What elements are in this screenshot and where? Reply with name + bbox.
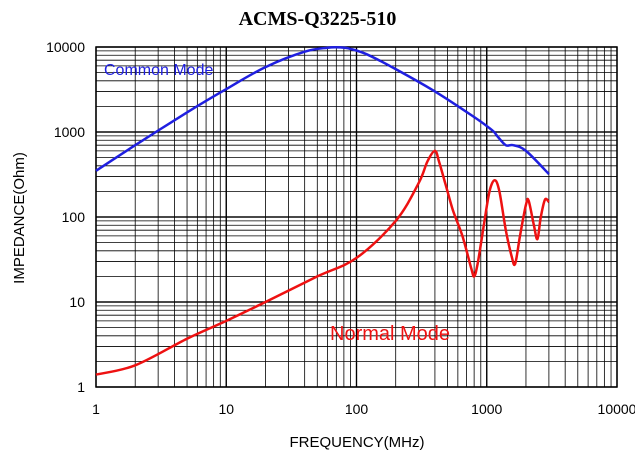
y-axis-label: IMPEDANCE(Ohm) xyxy=(11,152,28,284)
y-tick-label: 10000 xyxy=(46,39,85,55)
common-mode-label: Common Mode xyxy=(104,62,213,79)
y-tick-label: 1000 xyxy=(54,124,85,140)
x-axis-label: FREQUENCY(MHz) xyxy=(290,434,425,451)
series-labels: Common Mode Normal Mode xyxy=(104,62,450,345)
normal-mode-line xyxy=(95,149,550,376)
y-tick-label: 10 xyxy=(69,294,85,310)
y-tick-label: 1 xyxy=(77,379,85,395)
common-mode-line xyxy=(95,45,550,175)
y-tick-label: 100 xyxy=(62,209,86,225)
normal-mode-label: Normal Mode xyxy=(330,323,450,345)
chart-title: ACMS-Q3225-510 xyxy=(238,8,397,30)
plot-frame xyxy=(95,46,618,388)
x-tick-label: 1 xyxy=(92,401,100,417)
x-tick-label: 10000 xyxy=(598,401,635,417)
x-tick-label: 100 xyxy=(345,401,369,417)
y-tick-labels: 1 10 100 1000 10000 xyxy=(46,39,85,395)
series-lines xyxy=(95,45,550,376)
x-tick-label: 1000 xyxy=(471,401,502,417)
grid-lines xyxy=(95,46,618,388)
x-tick-labels: 1 10 100 1000 10000 xyxy=(92,401,635,417)
x-tick-label: 10 xyxy=(218,401,234,417)
